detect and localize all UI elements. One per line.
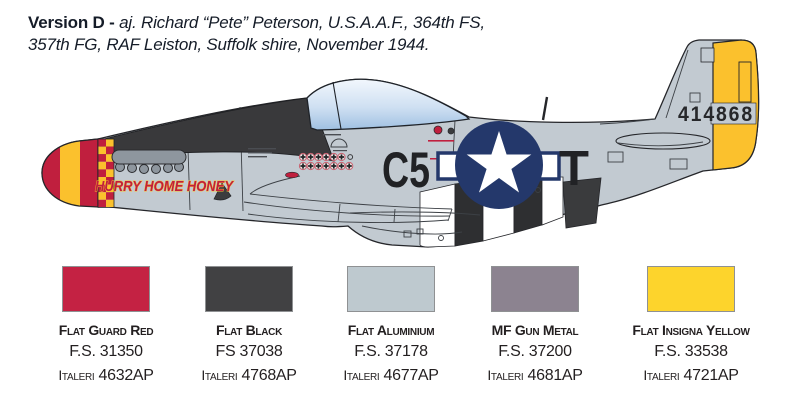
invasion-stripe-white — [419, 183, 456, 248]
national-insignia — [436, 121, 561, 209]
tail-serial-text: 414868 — [678, 103, 754, 126]
paint-swatch: Flat Black FS 37038 Italeri 4768AP — [184, 266, 314, 385]
paint-swatch: MF Gun Metal F.S. 37200 Italeri 4681AP — [470, 266, 600, 385]
paint-name: Flat Insigna Yellow — [632, 322, 750, 338]
paint-fs-number: F.S. 37178 — [354, 343, 428, 360]
paint-brand: Italeri — [201, 367, 238, 383]
version-label: Version D - — [28, 13, 120, 32]
paint-color-box — [62, 266, 150, 312]
paint-color-box — [347, 266, 435, 312]
paint-name: Flat Black — [215, 322, 283, 338]
version-description-line1: aj. Richard “Pete” Peterson, U.S.A.A.F.,… — [119, 13, 485, 32]
paint-brand-code: Italeri 4677AP — [326, 366, 456, 385]
paint-fs-number: FS 37038 — [215, 343, 283, 360]
paint-code: 4632AP — [98, 367, 154, 384]
paint-brand-code: Italeri 4681AP — [470, 366, 600, 385]
paint-swatch: Flat Guard Red F.S. 31350 Italeri 4632AP — [41, 266, 171, 385]
flap-dark-panel — [562, 177, 602, 229]
kill-markings — [298, 152, 354, 171]
aircraft-profile-illustration: HURRY HOME HONEY C5 T 414868 — [41, 39, 760, 248]
paint-name: Flat Guard Red — [58, 322, 154, 338]
paint-code: 4681AP — [527, 367, 583, 384]
paint-name: MF Gun Metal — [491, 322, 579, 338]
rudder-trim-tab — [738, 61, 752, 103]
paint-swatch: Flat Insigna Yellow F.S. 33538 Italeri 4… — [626, 266, 756, 385]
paint-code: 4768AP — [241, 367, 297, 384]
antenna-mast — [541, 96, 549, 121]
paint-color-box — [205, 266, 293, 312]
paint-code: 4721AP — [683, 367, 739, 384]
version-description-line2: 357th FG, RAF Leiston, Suffolk shire, No… — [28, 35, 430, 54]
paint-brand: Italeri — [58, 367, 95, 383]
spinner — [41, 138, 99, 208]
serial-band — [710, 102, 757, 125]
paint-brand-code: Italeri 4721AP — [626, 366, 756, 385]
paint-brand: Italeri — [343, 367, 380, 383]
paint-brand: Italeri — [487, 367, 524, 383]
nose-art-text: HURRY HOME HONEY — [95, 179, 234, 195]
paint-color-box — [647, 266, 735, 312]
paint-color-box — [491, 266, 579, 312]
paint-fs-number: F.S. 31350 — [69, 343, 143, 360]
wing-red-marking — [285, 171, 299, 179]
squadron-letter-text: T — [559, 142, 589, 196]
windshield-frame — [332, 81, 342, 130]
paint-fs-number: F.S. 37200 — [498, 343, 572, 360]
paint-fs-number: F.S. 33538 — [654, 343, 728, 360]
tailplane — [615, 132, 711, 150]
paint-brand: Italeri — [643, 367, 680, 383]
paint-swatch-row: Flat Guard Red F.S. 31350 Italeri 4632AP… — [0, 266, 800, 396]
gear-leg — [213, 182, 232, 201]
paint-brand-code: Italeri 4632AP — [41, 366, 171, 385]
paint-name: Flat Aluminium — [347, 322, 435, 338]
exhaust-stack — [111, 149, 187, 174]
checkerboard-band — [97, 138, 115, 208]
fuselage-code-text: C5 — [382, 142, 430, 198]
canopy — [306, 78, 471, 131]
paint-swatch: Flat Aluminium F.S. 37178 Italeri 4677AP — [326, 266, 456, 385]
version-header: Version D - aj. Richard “Pete” Peterson,… — [28, 12, 528, 56]
paint-code: 4677AP — [383, 367, 439, 384]
insignia-star — [466, 131, 532, 193]
paint-brand-code: Italeri 4768AP — [184, 366, 314, 385]
